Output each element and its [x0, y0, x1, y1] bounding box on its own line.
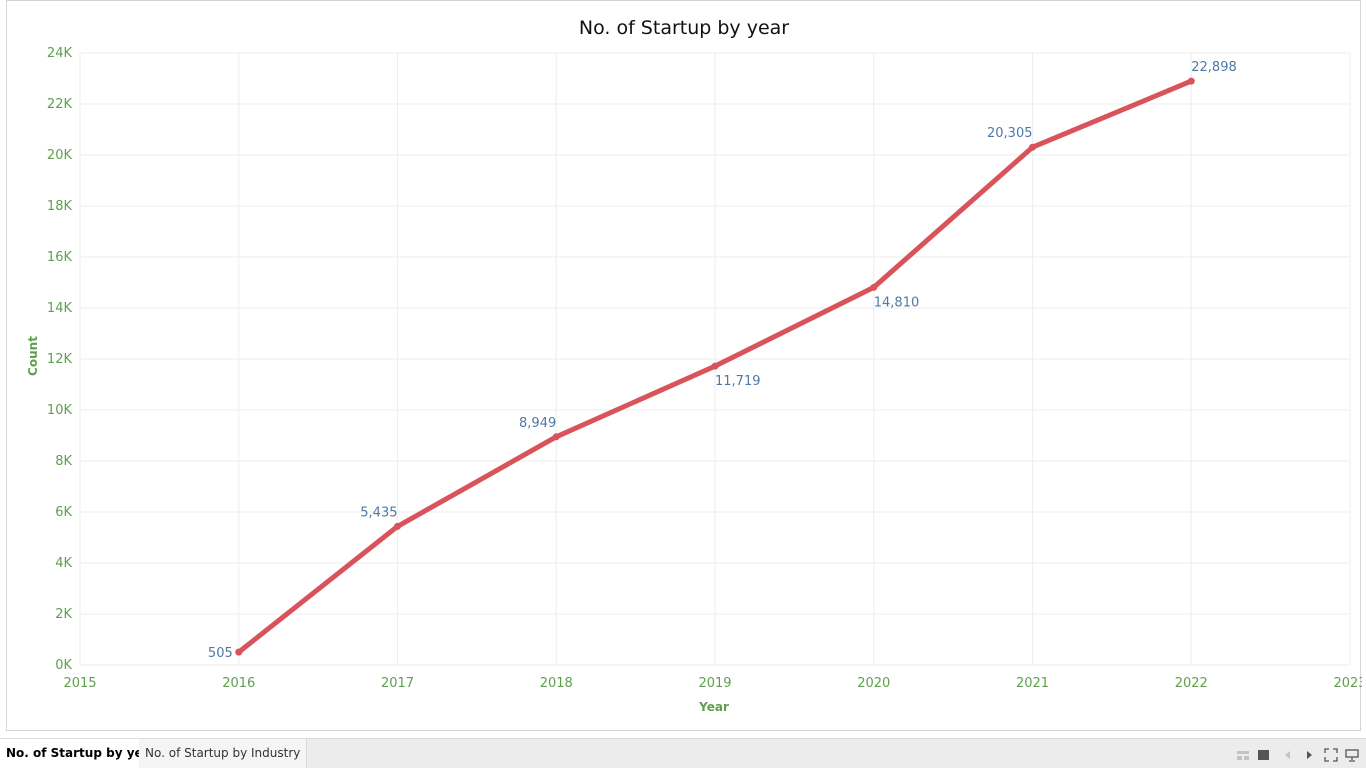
chart-panel: No. of Startup by year 0K 2K 4K 6K 8K 10K 12K 1…: [6, 0, 1362, 731]
data-point: [394, 522, 401, 530]
data-point: [235, 648, 243, 656]
y-tick-label: 0K: [55, 658, 72, 673]
data-point: [552, 433, 560, 441]
x-tick-label: 2015: [63, 676, 96, 691]
y-tick-label: 16K: [47, 250, 73, 265]
grid-view-icon[interactable]: [1236, 747, 1250, 761]
fullscreen-icon[interactable]: [1324, 747, 1338, 762]
y-tick-label: 2K: [55, 607, 72, 622]
data-label: 22,898: [1191, 60, 1237, 75]
series-layer: [235, 77, 1195, 656]
y-tick-label: 10K: [47, 403, 73, 418]
tab-startup-by-year[interactable]: No. of Startup by year: [0, 739, 163, 768]
present-icon[interactable]: [1345, 747, 1359, 762]
x-tick-label: 2022: [1175, 676, 1208, 691]
x-tick-label: 2017: [381, 676, 414, 691]
data-point: [1187, 77, 1195, 85]
y-tick-label: 8K: [55, 454, 72, 469]
x-axis-ticks: 2015 2016 2017 2018 2019 2020 2021 2022 2023: [63, 676, 1362, 691]
x-tick-label: 2016: [222, 676, 255, 691]
data-label: 11,719: [715, 374, 761, 389]
y-tick-label: 24K: [47, 46, 73, 61]
data-label: 14,810: [874, 295, 920, 310]
sheet-tab-bar: No. of Startup by year No. of Startup by…: [0, 738, 1366, 768]
y-tick-label: 18K: [47, 199, 73, 214]
x-tick-label: 2020: [857, 676, 890, 691]
y-tick-label: 14K: [47, 301, 73, 316]
y-tick-label: 4K: [55, 556, 72, 571]
x-tick-label: 2021: [1016, 676, 1049, 691]
y-tick-label: 12K: [47, 352, 73, 367]
y-tick-label: 22K: [47, 97, 73, 112]
y-tick-label: 6K: [55, 505, 72, 520]
data-labels: 505 5,435 8,949 11,719 14,810 20,305 22,898: [208, 60, 1237, 661]
data-label: 505: [208, 646, 233, 661]
data-label: 5,435: [360, 505, 397, 520]
data-point: [711, 362, 719, 370]
data-label: 8,949: [519, 416, 556, 431]
single-view-icon[interactable]: [1257, 747, 1271, 761]
x-tick-label: 2019: [698, 676, 731, 691]
data-label: 20,305: [987, 126, 1033, 141]
y-axis-ticks: 0K 2K 4K 6K 8K 10K 12K 14K 16K 18K 20K 22K 24K: [47, 46, 73, 673]
x-axis-label: Year: [698, 700, 729, 714]
prev-icon[interactable]: [1281, 747, 1295, 761]
y-tick-label: 20K: [47, 148, 73, 163]
y-axis-label: Count: [26, 336, 40, 376]
chart-svg: No. of Startup by year 0K 2K 4K 6K 8K 10K 12K 1…: [26, 17, 1362, 714]
chart-title: No. of Startup by year: [579, 17, 789, 39]
x-tick-label: 2018: [540, 676, 573, 691]
data-point: [1029, 143, 1036, 151]
x-tick-label: 2023: [1333, 676, 1362, 691]
next-icon[interactable]: [1302, 747, 1316, 761]
grid-layer: [79, 52, 1351, 666]
tab-startup-by-industry[interactable]: No. of Startup by Industry: [139, 739, 308, 768]
data-point: [870, 283, 878, 291]
